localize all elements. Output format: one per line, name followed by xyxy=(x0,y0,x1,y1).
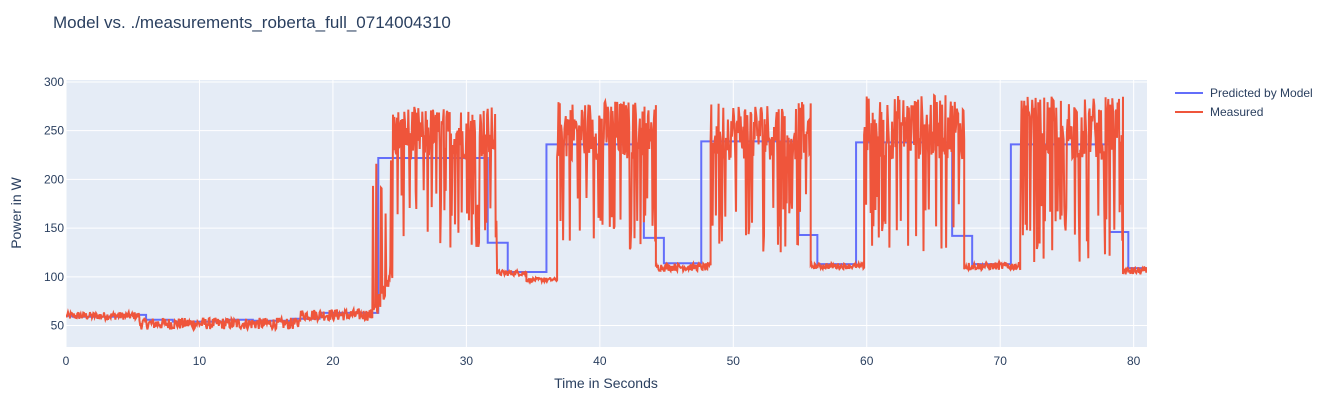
x-tick-label: 50 xyxy=(727,354,741,368)
legend[interactable]: Predicted by Model Measured xyxy=(1175,86,1313,119)
y-tick-label: 200 xyxy=(44,172,64,186)
y-tick-label: 300 xyxy=(44,75,64,89)
y-axis-title: Power in W xyxy=(8,176,24,248)
x-tick-label: 80 xyxy=(1127,354,1141,368)
series-layer xyxy=(66,93,1147,333)
series-predicted-line xyxy=(66,140,1147,323)
y-tick-label: 100 xyxy=(44,270,64,284)
tick-labels: 0 10 20 30 40 50 60 70 80 50 100 150 200 250 300 xyxy=(44,75,1141,368)
x-tick-label: 60 xyxy=(860,354,874,368)
y-tick-label: 50 xyxy=(51,319,65,333)
series-measured-line xyxy=(66,93,1147,333)
legend-label-predicted[interactable]: Predicted by Model xyxy=(1210,86,1313,100)
y-tick-label: 150 xyxy=(44,221,64,235)
x-tick-label: 70 xyxy=(994,354,1008,368)
chart-title: Model vs. ./measurements_roberta_full_07… xyxy=(53,13,451,32)
x-tick-label: 0 xyxy=(63,354,70,368)
y-tick-label: 250 xyxy=(44,124,64,138)
x-axis-title: Time in Seconds xyxy=(554,375,658,391)
x-tick-label: 10 xyxy=(193,354,207,368)
x-tick-label: 30 xyxy=(460,354,474,368)
x-tick-label: 20 xyxy=(326,354,340,368)
x-tick-label: 40 xyxy=(593,354,607,368)
legend-label-measured[interactable]: Measured xyxy=(1210,105,1263,119)
